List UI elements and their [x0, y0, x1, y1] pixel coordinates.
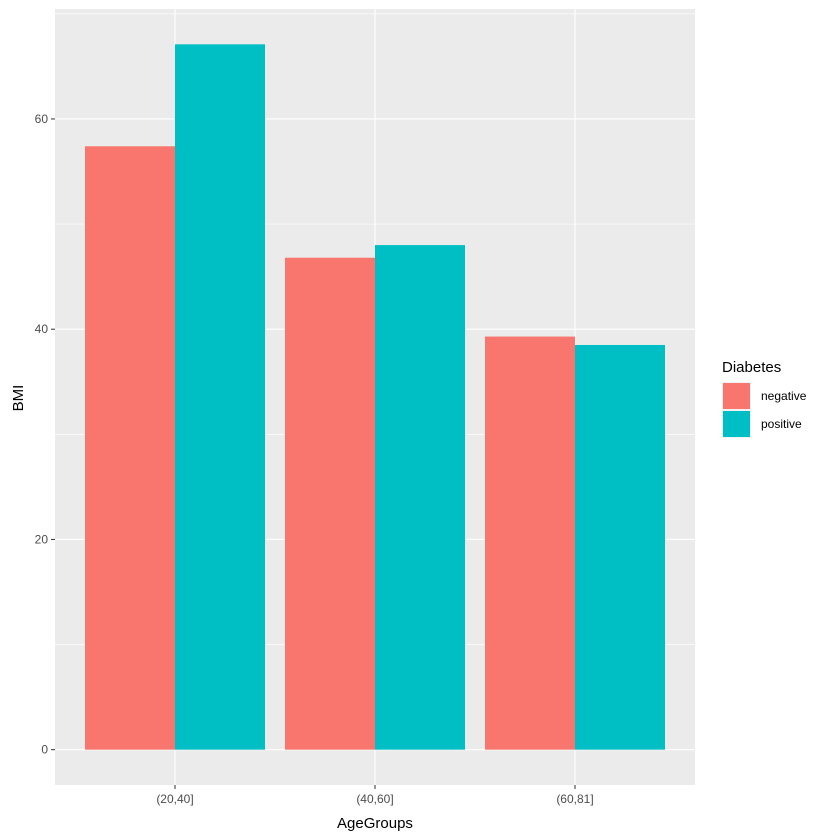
y-tick-label: 40 [35, 322, 49, 336]
bars [85, 44, 665, 750]
bar-positive-1 [175, 44, 265, 750]
bar-negative-1 [85, 146, 175, 750]
x-axis: (20,40] (40,60] (60,81] [156, 785, 594, 806]
legend-key-positive [723, 411, 750, 437]
bar-positive-3 [575, 344, 665, 750]
x-tick-label: (40,60] [356, 792, 393, 806]
legend: Diabetes negative positive [722, 359, 807, 438]
legend-key-negative [723, 383, 750, 409]
bar-positive-2 [375, 245, 465, 750]
y-axis: 0 20 40 60 [35, 112, 55, 757]
y-tick-label: 20 [35, 532, 49, 546]
legend-title: Diabetes [722, 359, 781, 376]
bar-negative-2 [285, 257, 375, 750]
legend-label-negative: negative [761, 389, 807, 403]
legend-label-positive: positive [761, 417, 802, 431]
y-tick-label: 60 [35, 112, 49, 126]
y-axis-title: BMI [10, 385, 27, 412]
x-axis-title: AgeGroups [337, 815, 413, 832]
x-tick-label: (60,81] [556, 792, 593, 806]
y-tick-label: 0 [41, 743, 48, 757]
x-tick-label: (20,40] [156, 792, 193, 806]
bar-negative-3 [485, 336, 575, 750]
